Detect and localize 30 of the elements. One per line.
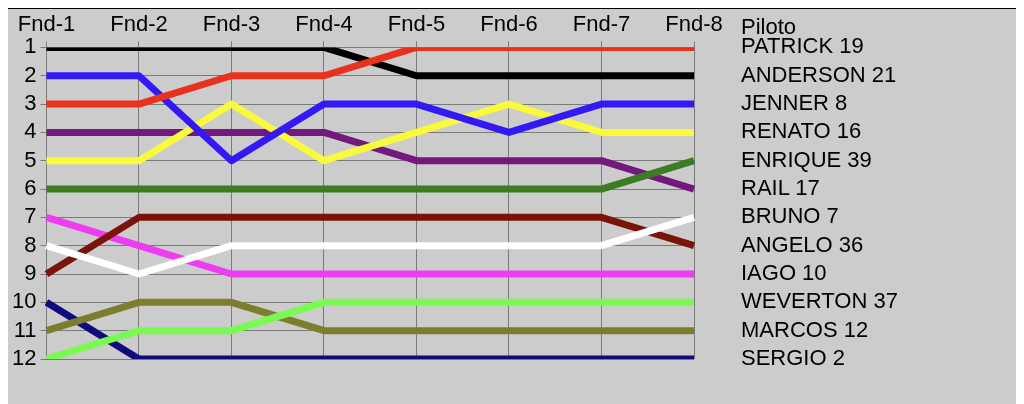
text: SERGIO 2 — [741, 345, 845, 371]
text: ANDERSON 21 — [741, 61, 897, 87]
y-tick-label: 8 — [24, 231, 37, 257]
x-tick-label: Fnd-4 — [295, 11, 353, 37]
y-tick-label: 7 — [24, 203, 37, 229]
y-tick-label: 9 — [24, 260, 37, 286]
text: ENRIQUE 39 — [741, 146, 872, 172]
x-tick-label: Fnd-8 — [665, 11, 723, 37]
x-tick-label: Fnd-3 — [202, 11, 261, 37]
y-tick-label: 10 — [11, 288, 37, 314]
y-tick-label: 2 — [24, 61, 37, 87]
x-tick-label: Fnd-2 — [110, 11, 168, 37]
text: RAIL 17 — [741, 175, 820, 201]
text: WEVERTON 37 — [741, 288, 898, 314]
y-tick-label: 4 — [24, 118, 37, 144]
y-tick-label: 5 — [24, 146, 37, 172]
y-tick-label: 11 — [13, 316, 37, 342]
text: BRUNO 7 — [741, 203, 839, 229]
x-tick-label: Fnd-7 — [572, 11, 631, 37]
text: IAGO 10 — [741, 260, 827, 286]
text: MARCOS 12 — [741, 316, 869, 342]
y-tick-label: 12 — [11, 345, 37, 371]
y-tick-label: 6 — [24, 175, 37, 201]
text: ANGELO 36 — [741, 231, 864, 257]
x-tick-label: Fnd-6 — [480, 11, 538, 37]
text: JENNER 8 — [741, 90, 848, 116]
text: PATRICK 19 — [741, 33, 864, 59]
x-tick-label: Fnd-5 — [387, 11, 446, 37]
text: RENATO 16 — [741, 118, 862, 144]
y-tick-label: 3 — [24, 90, 37, 116]
